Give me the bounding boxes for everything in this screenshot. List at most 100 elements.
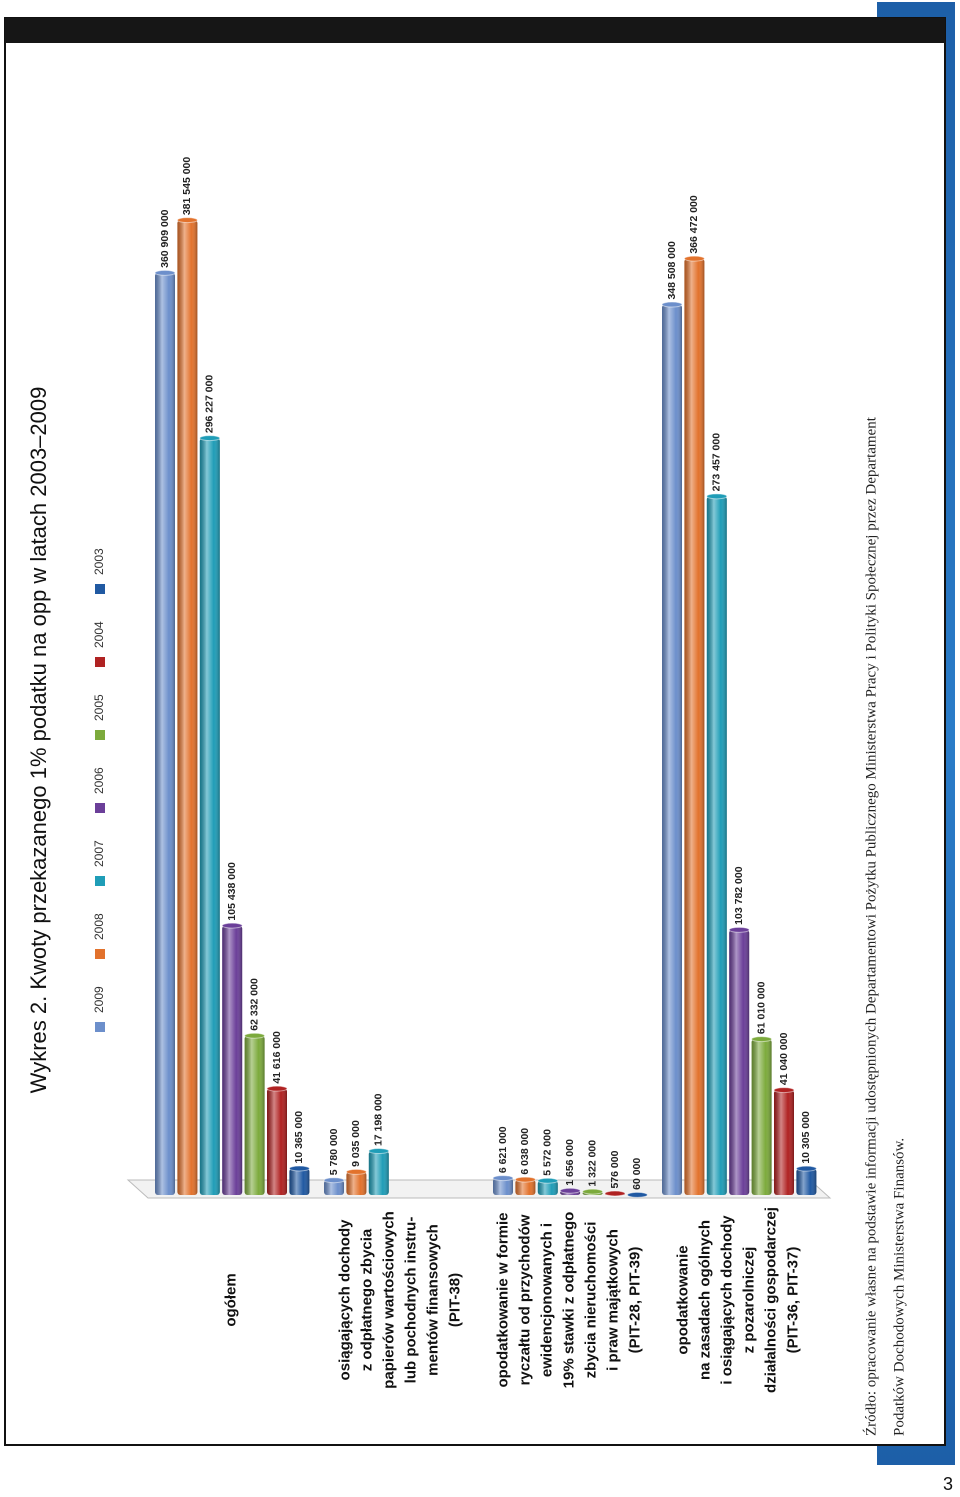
header-band [5,18,945,43]
legend-label: 2004 [92,621,106,648]
value-label: 103 782 000 [733,866,745,925]
legend-swatch [95,1022,105,1032]
legend-swatch [95,730,105,740]
category-label: z odpłatnego zbycia [358,1228,375,1371]
bar-cap [773,1087,795,1094]
value-label: 105 438 000 [226,862,238,921]
source-line: Źródło: opracowanie własne na podstawie … [862,416,879,1436]
value-label: 60 000 [631,1158,643,1190]
value-label: 576 000 [609,1150,621,1188]
legend-label: 2007 [92,840,106,867]
bar-shine [706,496,727,1195]
frame [4,17,946,1446]
legend-label: 2006 [92,767,106,794]
bar-cap [514,1176,536,1183]
bar-cap [537,1177,559,1184]
value-label: 6 621 000 [497,1126,509,1173]
bar-cap [683,255,705,262]
bar-cap [559,1187,581,1194]
bar-shine [729,929,750,1195]
bar-shine [324,1180,344,1195]
value-label: 348 508 000 [666,241,678,300]
bar-cap [795,1165,817,1172]
bar-shine [684,258,705,1195]
chart-title: Wykres 2. Kwoty przekazanego 1% podatku … [26,387,51,1094]
bar-cap [176,217,198,224]
bar-cap [368,1148,390,1155]
legend-label: 2003 [92,548,106,575]
legend-swatch [95,876,105,886]
category-label: 19% stawki z odpłatnego [560,1212,577,1389]
bar-shine [155,272,175,1195]
value-label: 5 572 000 [542,1129,554,1176]
value-label: 17 198 000 [373,1093,385,1146]
bar-shine [796,1168,817,1195]
value-label: 10 305 000 [800,1111,812,1164]
bar-cap [706,493,728,500]
bar-shine [199,438,220,1195]
legend-swatch [95,657,105,667]
bar-shine [493,1178,513,1195]
category-label: działalności gospodarczej [762,1207,779,1393]
category-label: osiągających dochody [336,1219,353,1381]
bar-cap [288,1165,310,1172]
category-label: ewidencjonowanych i [538,1223,555,1377]
bar-shine [662,304,682,1195]
category-label: papierów wartościowych [380,1211,397,1389]
value-label: 5 780 000 [328,1128,340,1175]
bar-cap [626,1191,648,1198]
category-label: ogółem [222,1273,239,1326]
category-label: i praw majątkowych [604,1229,621,1371]
value-label: 62 332 000 [248,978,260,1031]
bar-cap [751,1036,773,1043]
category-label: (PIT-28, PIT-39) [626,1247,643,1354]
value-label: 1 322 000 [586,1140,598,1187]
legend-swatch [95,584,105,594]
legend-label: 2009 [92,986,106,1013]
bar-cap [728,926,750,933]
category-label: z pozarolniczej [740,1247,757,1354]
value-label: 10 365 000 [293,1111,305,1164]
source-line: Podatków Dochodowych Ministerstwa Finans… [891,1138,907,1436]
bar-shine [346,1171,367,1195]
value-label: 273 457 000 [711,433,723,492]
category-label: (PIT-38) [446,1273,463,1327]
bar-cap [221,922,243,929]
bar-shine [774,1090,794,1195]
bar-shine [368,1151,389,1195]
category-label: na zasadach ogólnych [696,1220,713,1380]
value-label: 366 472 000 [688,195,700,254]
value-label: 41 616 000 [271,1031,283,1084]
category-label: opodatkowanie [674,1245,691,1354]
bar-cap [266,1085,288,1092]
value-label: 1 656 000 [564,1139,576,1186]
value-label: 61 010 000 [755,981,767,1034]
category-label: lub pochodnych instru- [402,1217,419,1384]
bar-cap [323,1177,345,1184]
value-label: 296 227 000 [204,375,216,434]
value-label: 6 038 000 [519,1128,531,1175]
bar-cap [604,1190,626,1197]
category-label: zbycia nieruchomości [582,1222,599,1379]
bar-cap [244,1032,266,1039]
legend-swatch [95,803,105,813]
bar-cap [345,1168,367,1175]
bar-shine [289,1168,310,1195]
bar-cap [154,269,176,276]
bar-cap [661,301,683,308]
value-label: 41 040 000 [778,1032,790,1085]
bar-shine [222,925,243,1195]
bar-shine [515,1179,536,1195]
page-number: 3 [943,1474,953,1494]
bar-cap [199,435,221,442]
bar-shine [751,1039,772,1195]
bar-cap [492,1175,514,1182]
bar-shine [537,1180,558,1195]
bar-shine [177,220,198,1195]
legend-swatch [95,949,105,959]
category-label: opodatkowanie w formie [494,1212,511,1387]
value-label: 360 909 000 [159,209,171,268]
bar-shine [267,1088,287,1195]
